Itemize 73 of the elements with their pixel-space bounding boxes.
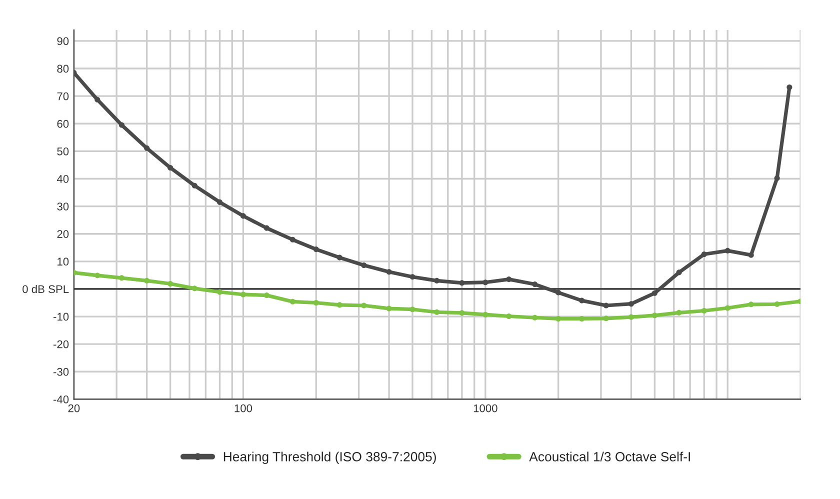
point — [192, 286, 198, 292]
point — [410, 306, 416, 312]
point — [556, 290, 562, 296]
point — [459, 280, 465, 286]
legend-label: Hearing Threshold (ISO 389-7:2005) — [224, 452, 436, 464]
x-tick-label: 100 — [234, 404, 252, 412]
y-tick-label: 40 — [56, 175, 69, 183]
point — [701, 251, 707, 258]
point — [676, 310, 682, 316]
y-tick-label: -20 — [53, 340, 69, 348]
y-tick-label: 10 — [58, 258, 69, 266]
point — [459, 310, 465, 316]
point — [748, 252, 754, 258]
point — [144, 145, 150, 151]
point — [774, 301, 780, 307]
point — [482, 312, 488, 318]
point — [192, 182, 198, 188]
point — [652, 290, 658, 296]
point — [434, 278, 440, 284]
point — [168, 280, 174, 287]
point — [290, 236, 296, 242]
point — [774, 175, 780, 181]
point — [290, 298, 296, 304]
point — [94, 272, 100, 278]
point — [628, 301, 634, 307]
y-tick-label: 80 — [57, 64, 69, 73]
point — [94, 96, 100, 102]
y-tick-label: 60 — [57, 120, 69, 128]
point — [216, 289, 223, 295]
point — [532, 314, 538, 320]
y-tick-label: 0 dB SPL — [22, 284, 69, 294]
point — [118, 122, 124, 128]
y-tick-label: 50 — [57, 147, 69, 156]
point — [118, 275, 124, 281]
y-tick-label: 20 — [57, 230, 69, 238]
point — [264, 225, 270, 231]
point — [313, 300, 319, 306]
y-tick-label: 30 — [57, 202, 69, 210]
y-tick-label: -30 — [53, 368, 69, 376]
point — [652, 312, 658, 318]
point — [506, 276, 512, 282]
point — [410, 274, 416, 280]
y-tick-label: 90 — [57, 37, 69, 46]
point — [603, 316, 609, 322]
y-tick-label: -10 — [53, 312, 69, 321]
point — [361, 262, 367, 268]
x-tick-label: 1000 — [474, 404, 498, 412]
point — [724, 248, 730, 254]
point — [434, 309, 440, 315]
legend-label: Acoustical 1/3 Octave Self-I — [529, 452, 690, 462]
x-tick-label: 20 — [68, 404, 80, 412]
point — [216, 199, 223, 205]
line-series — [74, 270, 801, 322]
point — [336, 302, 342, 308]
point — [386, 306, 392, 312]
point — [701, 308, 707, 314]
point — [240, 213, 246, 219]
point — [579, 298, 585, 304]
point — [313, 246, 319, 252]
point — [676, 270, 682, 276]
point — [482, 280, 488, 286]
point — [506, 313, 512, 320]
point — [336, 254, 342, 260]
point — [532, 282, 538, 288]
y-tick-label: 70 — [57, 92, 69, 100]
point — [748, 302, 754, 308]
point — [603, 302, 609, 308]
point — [724, 305, 730, 311]
point — [386, 269, 392, 275]
point — [361, 302, 367, 308]
point — [144, 278, 150, 284]
y-tick-label: -40 — [53, 395, 69, 404]
point — [168, 164, 174, 170]
